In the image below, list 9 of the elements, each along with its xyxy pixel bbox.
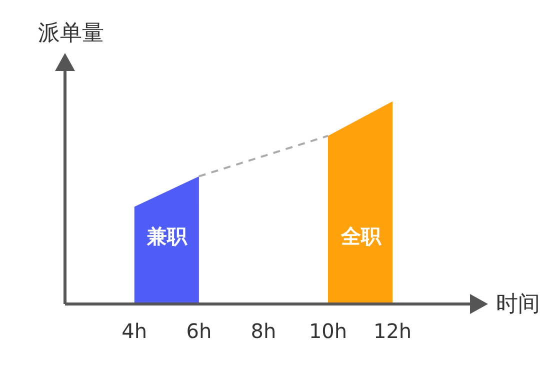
- x-tick-label: 8h: [250, 319, 276, 344]
- x-tick-label: 10h: [308, 319, 348, 344]
- x-axis-title: 时间: [496, 291, 540, 319]
- y-axis-title: 派单量: [38, 20, 104, 48]
- x-tick-label: 12h: [373, 319, 412, 344]
- x-tick-label: 4h: [122, 319, 148, 344]
- series-label: 全职: [340, 224, 382, 248]
- series-label: 兼职: [146, 224, 188, 248]
- x-tick-label: 6h: [186, 319, 212, 344]
